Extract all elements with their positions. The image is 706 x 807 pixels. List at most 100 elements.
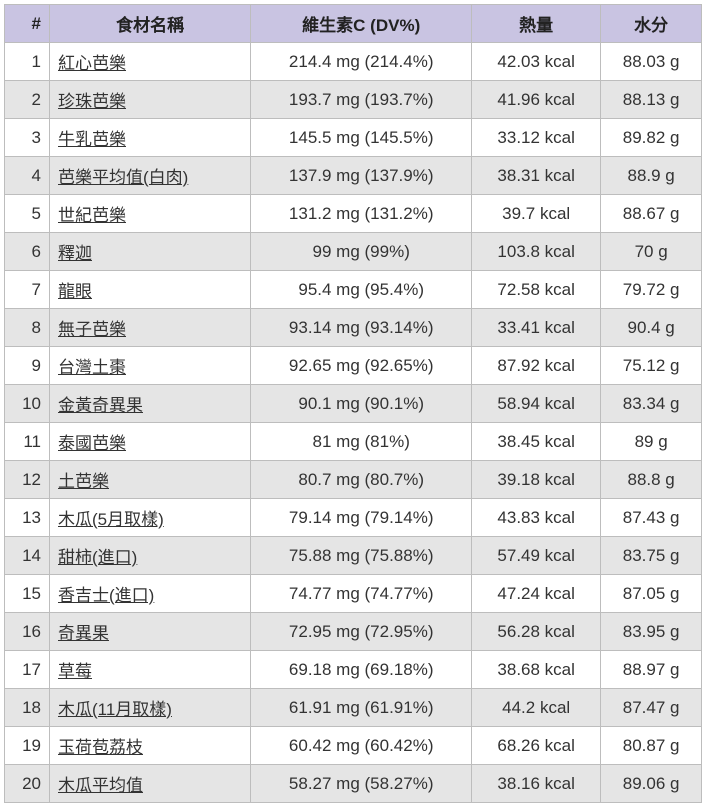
row-index: 13 — [5, 499, 50, 537]
vitamin-c-cell: 214.4 mg (214.4%) — [251, 43, 472, 81]
food-name-cell: 紅心芭樂 — [50, 43, 251, 81]
calorie-cell: 38.16 kcal — [472, 765, 601, 803]
table-row: 2珍珠芭樂193.7 mg (193.7%)41.96 kcal88.13 g — [5, 81, 702, 119]
calorie-cell: 38.45 kcal — [472, 423, 601, 461]
row-index: 2 — [5, 81, 50, 119]
water-cell: 89.82 g — [601, 119, 702, 157]
calorie-cell: 41.96 kcal — [472, 81, 601, 119]
food-name-cell: 木瓜平均值 — [50, 765, 251, 803]
calorie-cell: 33.12 kcal — [472, 119, 601, 157]
food-name-cell: 珍珠芭樂 — [50, 81, 251, 119]
food-name-cell: 無子芭樂 — [50, 309, 251, 347]
table-row: 15香吉士(進口)74.77 mg (74.77%)47.24 kcal87.0… — [5, 575, 702, 613]
food-link[interactable]: 奇異果 — [58, 624, 109, 643]
header-row: # 食材名稱 維生素C (DV%) 熱量 水分 — [5, 5, 702, 43]
calorie-cell: 38.68 kcal — [472, 651, 601, 689]
food-link[interactable]: 龍眼 — [58, 282, 92, 301]
food-link[interactable]: 草莓 — [58, 662, 92, 681]
food-link[interactable]: 台灣土棗 — [58, 358, 126, 377]
food-link[interactable]: 芭樂平均值(白肉) — [58, 168, 188, 187]
row-index: 12 — [5, 461, 50, 499]
vitamin-c-cell: 69.18 mg (69.18%) — [251, 651, 472, 689]
water-cell: 88.03 g — [601, 43, 702, 81]
food-link[interactable]: 土芭樂 — [58, 472, 109, 491]
table-row: 8無子芭樂93.14 mg (93.14%)33.41 kcal90.4 g — [5, 309, 702, 347]
row-index: 16 — [5, 613, 50, 651]
calorie-cell: 103.8 kcal — [472, 233, 601, 271]
calorie-cell: 38.31 kcal — [472, 157, 601, 195]
food-name-cell: 甜柿(進口) — [50, 537, 251, 575]
vitamin-c-cell: 93.14 mg (93.14%) — [251, 309, 472, 347]
water-cell: 89.06 g — [601, 765, 702, 803]
calorie-cell: 39.18 kcal — [472, 461, 601, 499]
water-cell: 87.43 g — [601, 499, 702, 537]
food-link[interactable]: 金黃奇異果 — [58, 396, 143, 415]
food-link[interactable]: 世紀芭樂 — [58, 206, 126, 225]
vitamin-c-cell: 99 mg (99%) — [251, 233, 472, 271]
calorie-cell: 39.7 kcal — [472, 195, 601, 233]
vitamin-c-cell: 90.1 mg (90.1%) — [251, 385, 472, 423]
food-name-cell: 草莓 — [50, 651, 251, 689]
water-cell: 87.47 g — [601, 689, 702, 727]
row-index: 4 — [5, 157, 50, 195]
vitamin-c-cell: 72.95 mg (72.95%) — [251, 613, 472, 651]
food-link[interactable]: 釋迦 — [58, 244, 92, 263]
row-index: 8 — [5, 309, 50, 347]
calorie-cell: 47.24 kcal — [472, 575, 601, 613]
food-link[interactable]: 甜柿(進口) — [58, 548, 137, 567]
water-cell: 89 g — [601, 423, 702, 461]
water-cell: 70 g — [601, 233, 702, 271]
table-row: 14甜柿(進口)75.88 mg (75.88%)57.49 kcal83.75… — [5, 537, 702, 575]
food-link[interactable]: 紅心芭樂 — [58, 54, 126, 73]
food-link[interactable]: 木瓜(11月取樣) — [58, 700, 172, 719]
food-name-cell: 木瓜(11月取樣) — [50, 689, 251, 727]
calorie-cell: 44.2 kcal — [472, 689, 601, 727]
food-link[interactable]: 香吉士(進口) — [58, 586, 154, 605]
row-index: 5 — [5, 195, 50, 233]
row-index: 9 — [5, 347, 50, 385]
water-cell: 88.67 g — [601, 195, 702, 233]
calorie-cell: 57.49 kcal — [472, 537, 601, 575]
food-link[interactable]: 玉荷苞荔枝 — [58, 738, 143, 757]
table-row: 19玉荷苞荔枝60.42 mg (60.42%)68.26 kcal80.87 … — [5, 727, 702, 765]
food-link[interactable]: 泰國芭樂 — [58, 434, 126, 453]
food-link[interactable]: 牛乳芭樂 — [58, 130, 126, 149]
vitamin-c-cell: 60.42 mg (60.42%) — [251, 727, 472, 765]
food-link[interactable]: 珍珠芭樂 — [58, 92, 126, 111]
row-index: 10 — [5, 385, 50, 423]
row-index: 7 — [5, 271, 50, 309]
table-row: 17草莓69.18 mg (69.18%)38.68 kcal88.97 g — [5, 651, 702, 689]
food-name-cell: 釋迦 — [50, 233, 251, 271]
food-name-cell: 泰國芭樂 — [50, 423, 251, 461]
food-link[interactable]: 木瓜(5月取樣) — [58, 510, 164, 529]
header-idx[interactable]: # — [5, 5, 50, 43]
row-index: 17 — [5, 651, 50, 689]
water-cell: 83.34 g — [601, 385, 702, 423]
table-row: 13木瓜(5月取樣)79.14 mg (79.14%)43.83 kcal87.… — [5, 499, 702, 537]
calorie-cell: 43.83 kcal — [472, 499, 601, 537]
vitamin-c-cell: 58.27 mg (58.27%) — [251, 765, 472, 803]
table-row: 9台灣土棗92.65 mg (92.65%)87.92 kcal75.12 g — [5, 347, 702, 385]
row-index: 1 — [5, 43, 50, 81]
food-name-cell: 金黃奇異果 — [50, 385, 251, 423]
calorie-cell: 87.92 kcal — [472, 347, 601, 385]
water-cell: 90.4 g — [601, 309, 702, 347]
header-cal[interactable]: 熱量 — [472, 5, 601, 43]
table-row: 20木瓜平均值58.27 mg (58.27%)38.16 kcal89.06 … — [5, 765, 702, 803]
header-water[interactable]: 水分 — [601, 5, 702, 43]
food-link[interactable]: 無子芭樂 — [58, 320, 126, 339]
calorie-cell: 68.26 kcal — [472, 727, 601, 765]
row-index: 19 — [5, 727, 50, 765]
table-row: 1紅心芭樂214.4 mg (214.4%)42.03 kcal88.03 g — [5, 43, 702, 81]
food-name-cell: 奇異果 — [50, 613, 251, 651]
food-name-cell: 香吉士(進口) — [50, 575, 251, 613]
vitamin-c-cell: 80.7 mg (80.7%) — [251, 461, 472, 499]
calorie-cell: 72.58 kcal — [472, 271, 601, 309]
vitamin-c-cell: 193.7 mg (193.7%) — [251, 81, 472, 119]
row-index: 15 — [5, 575, 50, 613]
header-vitc[interactable]: 維生素C (DV%) — [251, 5, 472, 43]
header-name[interactable]: 食材名稱 — [50, 5, 251, 43]
table-row: 11泰國芭樂81 mg (81%)38.45 kcal89 g — [5, 423, 702, 461]
row-index: 18 — [5, 689, 50, 727]
food-link[interactable]: 木瓜平均值 — [58, 776, 143, 795]
